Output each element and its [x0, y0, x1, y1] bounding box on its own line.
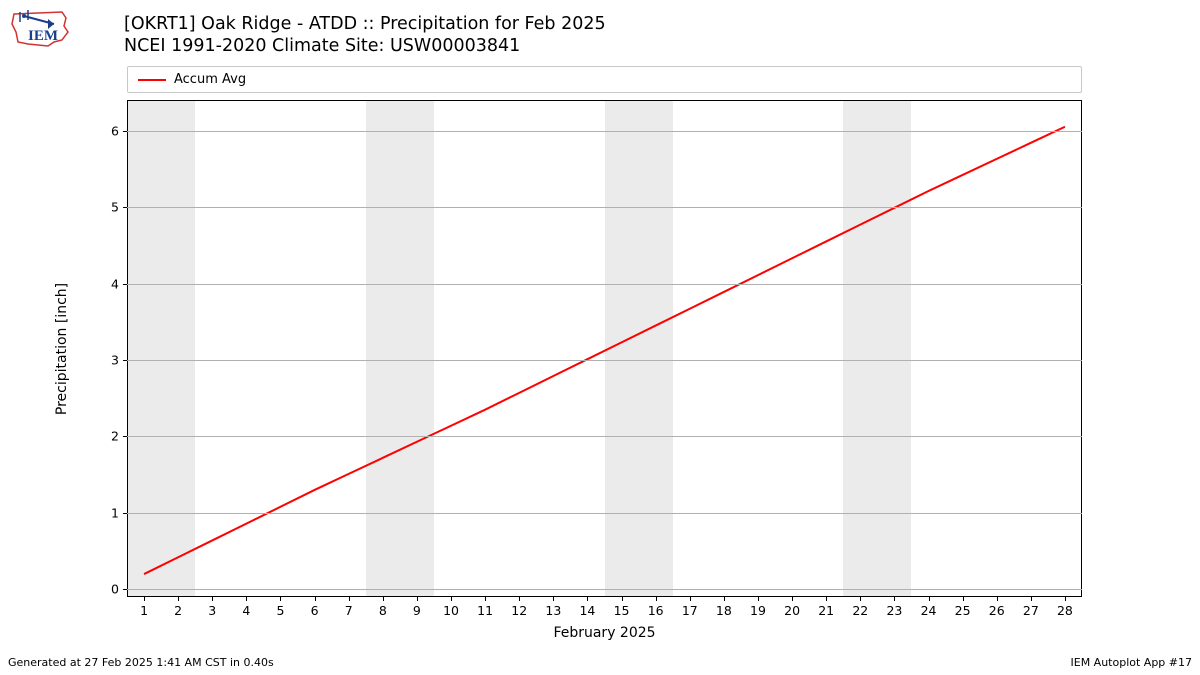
- chart-title: [OKRT1] Oak Ridge - ATDD :: Precipitatio…: [124, 14, 606, 58]
- x-tick: [417, 597, 418, 601]
- iem-logo: IEM: [8, 6, 80, 54]
- gridline: [127, 436, 1082, 437]
- logo-text: IEM: [28, 28, 58, 44]
- x-tick-label: 6: [311, 603, 319, 618]
- gridline: [127, 589, 1082, 590]
- plot-area: 0123456123456789101112131415161718192021…: [127, 100, 1082, 597]
- gridline: [127, 131, 1082, 132]
- y-tick-label: 2: [111, 429, 119, 444]
- x-tick: [587, 597, 588, 601]
- y-tick-label: 4: [111, 276, 119, 291]
- x-tick-label: 19: [750, 603, 766, 618]
- x-tick: [860, 597, 861, 601]
- footer-app: IEM Autoplot App #17: [1071, 656, 1193, 669]
- x-tick-label: 17: [682, 603, 698, 618]
- x-tick-label: 14: [579, 603, 595, 618]
- x-tick: [519, 597, 520, 601]
- title-line2: NCEI 1991-2020 Climate Site: USW00003841: [124, 36, 606, 58]
- x-tick: [212, 597, 213, 601]
- y-tick: [123, 284, 127, 285]
- x-tick-label: 11: [477, 603, 493, 618]
- x-tick-label: 7: [345, 603, 353, 618]
- x-tick: [144, 597, 145, 601]
- x-tick-label: 1: [140, 603, 148, 618]
- y-axis-label: Precipitation [inch]: [54, 282, 70, 414]
- x-tick-label: 3: [208, 603, 216, 618]
- legend: Accum Avg: [127, 66, 1082, 93]
- x-tick: [451, 597, 452, 601]
- y-tick-label: 6: [111, 123, 119, 138]
- x-tick-label: 12: [511, 603, 527, 618]
- x-tick-label: 20: [784, 603, 800, 618]
- x-tick: [690, 597, 691, 601]
- x-tick-label: 23: [886, 603, 902, 618]
- legend-swatch: [138, 79, 166, 81]
- gridline: [127, 284, 1082, 285]
- x-tick: [246, 597, 247, 601]
- x-tick-label: 21: [818, 603, 834, 618]
- x-tick: [656, 597, 657, 601]
- x-tick: [929, 597, 930, 601]
- x-tick: [622, 597, 623, 601]
- y-tick: [123, 436, 127, 437]
- x-tick: [758, 597, 759, 601]
- x-tick: [792, 597, 793, 601]
- x-axis-label: February 2025: [553, 625, 655, 641]
- accum-avg-line: [144, 127, 1065, 574]
- x-tick-label: 18: [716, 603, 732, 618]
- title-line1: [OKRT1] Oak Ridge - ATDD :: Precipitatio…: [124, 14, 606, 36]
- x-tick: [383, 597, 384, 601]
- y-tick-label: 3: [111, 352, 119, 367]
- x-tick: [349, 597, 350, 601]
- y-tick: [123, 513, 127, 514]
- x-tick: [1065, 597, 1066, 601]
- chart-container: IEM [OKRT1] Oak Ridge - ATDD :: Precipit…: [0, 0, 1200, 675]
- x-tick-label: 24: [921, 603, 937, 618]
- x-tick-label: 15: [614, 603, 630, 618]
- x-tick: [826, 597, 827, 601]
- x-tick-label: 4: [242, 603, 250, 618]
- y-tick-label: 0: [111, 582, 119, 597]
- x-tick: [553, 597, 554, 601]
- x-tick: [280, 597, 281, 601]
- x-tick-label: 9: [413, 603, 421, 618]
- x-tick: [724, 597, 725, 601]
- x-tick-label: 27: [1023, 603, 1039, 618]
- x-tick: [485, 597, 486, 601]
- line-series-svg: [127, 100, 1082, 597]
- x-tick-label: 10: [443, 603, 459, 618]
- gridline: [127, 513, 1082, 514]
- y-tick: [123, 131, 127, 132]
- x-tick-label: 26: [989, 603, 1005, 618]
- y-tick: [123, 360, 127, 361]
- x-tick-label: 22: [852, 603, 868, 618]
- footer-generated: Generated at 27 Feb 2025 1:41 AM CST in …: [8, 656, 274, 669]
- x-tick-label: 25: [955, 603, 971, 618]
- x-tick: [315, 597, 316, 601]
- x-tick: [178, 597, 179, 601]
- y-tick-label: 1: [111, 505, 119, 520]
- legend-label: Accum Avg: [174, 72, 246, 87]
- gridline: [127, 360, 1082, 361]
- y-tick-label: 5: [111, 200, 119, 215]
- y-tick: [123, 589, 127, 590]
- y-tick: [123, 207, 127, 208]
- x-tick-label: 13: [545, 603, 561, 618]
- x-tick-label: 28: [1057, 603, 1073, 618]
- x-tick-label: 5: [276, 603, 284, 618]
- gridline: [127, 207, 1082, 208]
- x-tick-label: 8: [379, 603, 387, 618]
- x-tick: [1031, 597, 1032, 601]
- x-tick-label: 16: [648, 603, 664, 618]
- x-tick: [894, 597, 895, 601]
- x-tick-label: 2: [174, 603, 182, 618]
- x-tick: [963, 597, 964, 601]
- x-tick: [997, 597, 998, 601]
